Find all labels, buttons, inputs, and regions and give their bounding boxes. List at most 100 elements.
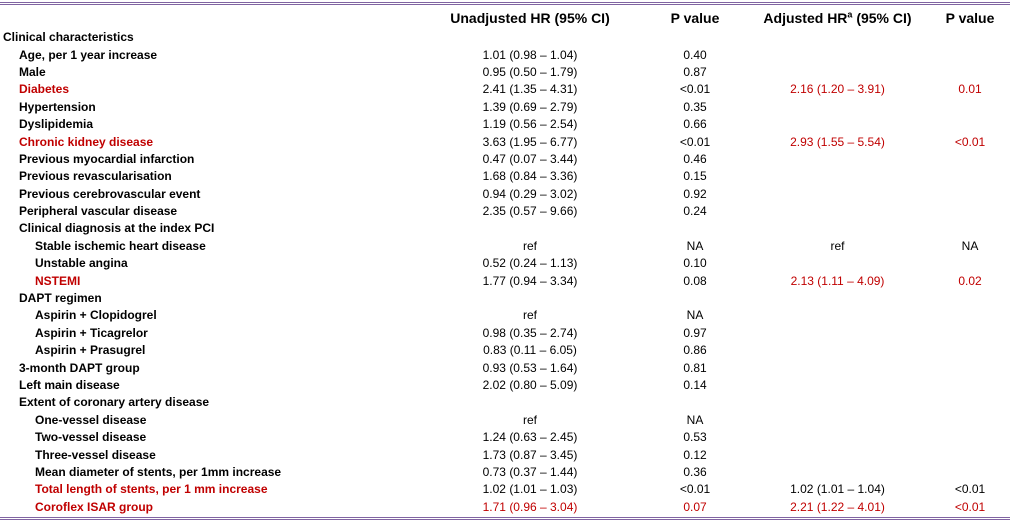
- unadjusted-p-cell: 0.97: [683, 325, 707, 340]
- unadjusted-hr-cell: 1.02 (1.01 – 1.03): [482, 482, 578, 497]
- row-label: Extent of coronary artery disease: [19, 395, 210, 410]
- row-label: Hypertension: [19, 99, 96, 114]
- unadjusted-p-cell: 0.35: [683, 99, 707, 114]
- adjusted-hr-cell: [745, 29, 930, 46]
- table-row: Coroflex ISAR group 1.71 (0.96 – 3.04) 0.0…: [0, 499, 1010, 516]
- table-row: Hypertension 1.39 (0.69 – 2.79) 0.35: [0, 99, 1010, 116]
- table-row: Two-vessel disease 1.24 (0.63 – 2.45) 0.53: [0, 429, 1010, 446]
- adjusted-p-cell: [930, 168, 1010, 185]
- adjusted-p-cell: [930, 359, 1010, 376]
- adjusted-p-cell: [930, 429, 1010, 446]
- unadjusted-p-cell: 0.07: [683, 499, 707, 514]
- unadjusted-p-cell: [645, 394, 745, 411]
- table-row: Three-vessel disease 1.73 (0.87 – 3.45) 0.…: [0, 446, 1010, 463]
- unadjusted-hr-cell: 0.73 (0.37 – 1.44): [482, 464, 578, 479]
- adjusted-hr-cell: [745, 377, 930, 394]
- row-label: Dyslipidemia: [19, 117, 94, 132]
- adjusted-hr-cell: [745, 116, 930, 133]
- table-row: DAPT regimen: [0, 290, 1010, 307]
- adjusted-p-cell: [930, 307, 1010, 324]
- adjusted-hr-cell: 2.93 (1.55 – 5.54): [790, 134, 885, 149]
- header-unadjusted-p: P value: [670, 9, 720, 26]
- unadjusted-hr-cell: ref: [522, 308, 537, 323]
- row-label: Unstable angina: [35, 256, 128, 271]
- unadjusted-p-cell: <0.01: [679, 482, 711, 497]
- unadjusted-p-cell: NA: [686, 308, 704, 323]
- adjusted-hr-cell: 2.13 (1.11 – 4.09): [790, 273, 885, 288]
- row-label: Aspirin + Prasugrel: [35, 343, 146, 358]
- unadjusted-p-cell: 0.12: [683, 447, 707, 462]
- unadjusted-hr-cell: ref: [522, 412, 537, 427]
- top-rule-double: [0, 4, 1010, 5]
- row-label: Age, per 1 year increase: [19, 47, 158, 62]
- unadjusted-hr-cell: 2.02 (0.80 – 5.09): [482, 378, 578, 392]
- adjusted-hr-cell: [745, 290, 930, 307]
- header-characteristic: [0, 6, 415, 29]
- adjusted-hr-cell: [745, 220, 930, 237]
- table-row: Mean diameter of stents, per 1mm increas…: [0, 464, 1010, 481]
- unadjusted-hr-cell: 0.94 (0.29 – 3.02): [482, 186, 578, 201]
- adjusted-p-cell: <0.01: [954, 499, 986, 514]
- adjusted-hr-cell: [745, 307, 930, 324]
- adjusted-p-cell: <0.01: [954, 134, 986, 149]
- adjusted-p-cell: [930, 116, 1010, 133]
- table-row: Previous cerebrovascular event 0.94 (0.29…: [0, 186, 1010, 203]
- adjusted-hr-cell: 1.02 (1.01 – 1.04): [790, 482, 885, 497]
- table-row: Peripheral vascular disease 2.35 (0.57 – …: [0, 203, 1010, 220]
- unadjusted-p-cell: 0.81: [683, 360, 707, 375]
- unadjusted-hr-cell: 1.71 (0.96 – 3.04): [482, 499, 578, 514]
- unadjusted-hr-cell: 0.98 (0.35 – 2.74): [482, 325, 578, 340]
- table-row: Stable ischemic heart disease ref NA ref NA: [0, 238, 1010, 255]
- unadjusted-hr-cell: 2.35 (0.57 – 9.66): [482, 204, 578, 219]
- unadjusted-hr-cell: [415, 394, 645, 411]
- adjusted-hr-cell: ref: [830, 238, 845, 253]
- row-label: Diabetes: [19, 82, 70, 97]
- adjusted-p-cell: [930, 446, 1010, 463]
- table-row: Chronic kidney disease 3.63 (1.95 – 6.77)…: [0, 133, 1010, 150]
- adjusted-p-cell: <0.01: [954, 482, 986, 497]
- unadjusted-p-cell: 0.24: [683, 204, 707, 219]
- adjusted-hr-cell: [745, 99, 930, 116]
- row-label: Previous myocardial infarction: [19, 151, 195, 166]
- adjusted-hr-cell: [745, 412, 930, 429]
- unadjusted-hr-cell: 0.47 (0.07 – 3.44): [482, 151, 578, 166]
- row-label: NSTEMI: [35, 273, 81, 288]
- row-label: 3-month DAPT group: [19, 360, 140, 375]
- unadjusted-p-cell: <0.01: [679, 134, 711, 149]
- adjusted-p-cell: NA: [961, 238, 979, 253]
- row-label: Left main disease: [19, 378, 120, 392]
- row-label: Clinical diagnosis at the index PCI: [19, 221, 215, 236]
- header-unadjusted-hr: Unadjusted HR (95% CI): [450, 9, 610, 26]
- unadjusted-hr-cell: 0.83 (0.11 – 6.05): [483, 343, 577, 358]
- table-row: Aspirin + Ticagrelor 0.98 (0.35 – 2.74) 0.…: [0, 325, 1010, 342]
- adjusted-p-cell: [930, 99, 1010, 116]
- unadjusted-hr-cell: 1.73 (0.87 – 3.45): [482, 447, 578, 462]
- adjusted-hr-cell: [745, 186, 930, 203]
- adjusted-hr-cell: [745, 255, 930, 272]
- unadjusted-p-cell: 0.15: [683, 169, 707, 184]
- table-row: Age, per 1 year increase 1.01 (0.98 – 1.0…: [0, 46, 1010, 63]
- adjusted-p-cell: [930, 46, 1010, 63]
- adjusted-hr-cell: [745, 168, 930, 185]
- adjusted-p-cell: [930, 64, 1010, 81]
- unadjusted-p-cell: 0.46: [683, 151, 707, 166]
- row-label: Mean diameter of stents, per 1mm increas…: [35, 464, 282, 479]
- unadjusted-hr-cell: [415, 29, 645, 46]
- unadjusted-p-cell: [645, 220, 745, 237]
- unadjusted-p-cell: 0.87: [683, 64, 707, 79]
- row-label: Chronic kidney disease: [19, 134, 154, 149]
- unadjusted-p-cell: NA: [686, 238, 704, 253]
- adjusted-hr-cell: [745, 464, 930, 481]
- adjusted-hr-cell: [745, 325, 930, 342]
- row-label: Aspirin + Clopidogrel: [35, 308, 157, 323]
- table-row: Total length of stents, per 1 mm increas…: [0, 481, 1010, 498]
- unadjusted-hr-cell: 1.01 (0.98 – 1.04): [482, 47, 578, 62]
- adjusted-p-cell: [930, 464, 1010, 481]
- row-label: Peripheral vascular disease: [19, 204, 178, 219]
- hazard-ratio-table: Unadjusted HR (95% CI) P value Adjusted …: [0, 6, 1010, 516]
- header-adjusted-p: P value: [945, 9, 995, 26]
- row-label: Stable ischemic heart disease: [35, 238, 206, 253]
- table-row: Diabetes 2.41 (1.35 – 4.31) <0.01 2.16 (1.2…: [0, 81, 1010, 98]
- unadjusted-p-cell: 0.08: [683, 273, 707, 288]
- adjusted-p-cell: [930, 412, 1010, 429]
